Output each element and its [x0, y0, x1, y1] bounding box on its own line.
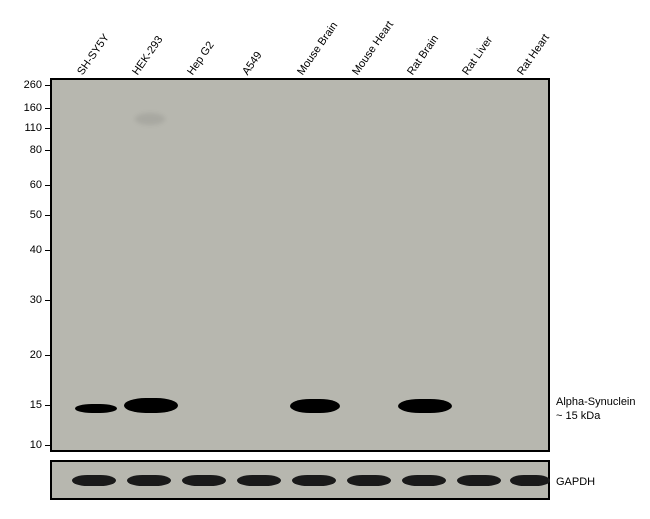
right-annotation-label: GAPDH [556, 476, 595, 488]
western-blot-figure: 260 160 110 80 60 50 40 30 20 15 10 SH-SY5Y HEK-293… [0, 0, 650, 519]
molecular-weight-label: 80 [30, 144, 42, 156]
blot-artifact-smudge [135, 113, 165, 125]
lane-label: Mouse Brain [295, 20, 340, 77]
gapdh-band [457, 475, 501, 486]
gapdh-band [237, 475, 281, 486]
right-annotation-label: Alpha-Synuclein [556, 396, 636, 408]
molecular-weight-tick [45, 405, 50, 406]
gapdh-band [127, 475, 171, 486]
molecular-weight-label: 40 [30, 244, 42, 256]
gapdh-band [182, 475, 226, 486]
molecular-weight-tick [45, 445, 50, 446]
lane-label: HEK-293 [130, 34, 165, 77]
molecular-weight-label: 260 [24, 79, 42, 91]
molecular-weight-tick [45, 108, 50, 109]
molecular-weight-tick [45, 355, 50, 356]
lane-label: Rat Brain [405, 33, 441, 77]
gapdh-band [72, 475, 116, 486]
lane-label: SH-SY5Y [75, 32, 112, 77]
alpha-synuclein-band [290, 399, 340, 413]
molecular-weight-label: 160 [24, 102, 42, 114]
gapdh-band [292, 475, 336, 486]
alpha-synuclein-band [398, 399, 452, 413]
molecular-weight-label: 50 [30, 209, 42, 221]
molecular-weight-tick [45, 85, 50, 86]
lane-label: Rat Heart [515, 32, 552, 77]
molecular-weight-tick [45, 215, 50, 216]
gapdh-band [347, 475, 391, 486]
molecular-weight-tick [45, 300, 50, 301]
molecular-weight-tick [45, 128, 50, 129]
alpha-synuclein-band [75, 404, 117, 413]
molecular-weight-label: 60 [30, 179, 42, 191]
lane-label: Hep G2 [185, 39, 217, 77]
molecular-weight-label: 15 [30, 399, 42, 411]
molecular-weight-label: 20 [30, 349, 42, 361]
lane-label: Mouse Heart [350, 19, 396, 77]
main-blot-membrane [50, 78, 550, 452]
right-annotation-label: ~ 15 kDa [556, 410, 600, 422]
molecular-weight-label: 10 [30, 439, 42, 451]
molecular-weight-label: 110 [24, 122, 42, 134]
lane-label: A549 [240, 50, 265, 78]
gapdh-band [510, 475, 550, 486]
lane-label: Rat Liver [460, 34, 495, 77]
alpha-synuclein-band [124, 398, 178, 413]
molecular-weight-label: 30 [30, 294, 42, 306]
molecular-weight-tick [45, 185, 50, 186]
gapdh-band [402, 475, 446, 486]
molecular-weight-tick [45, 250, 50, 251]
molecular-weight-tick [45, 150, 50, 151]
